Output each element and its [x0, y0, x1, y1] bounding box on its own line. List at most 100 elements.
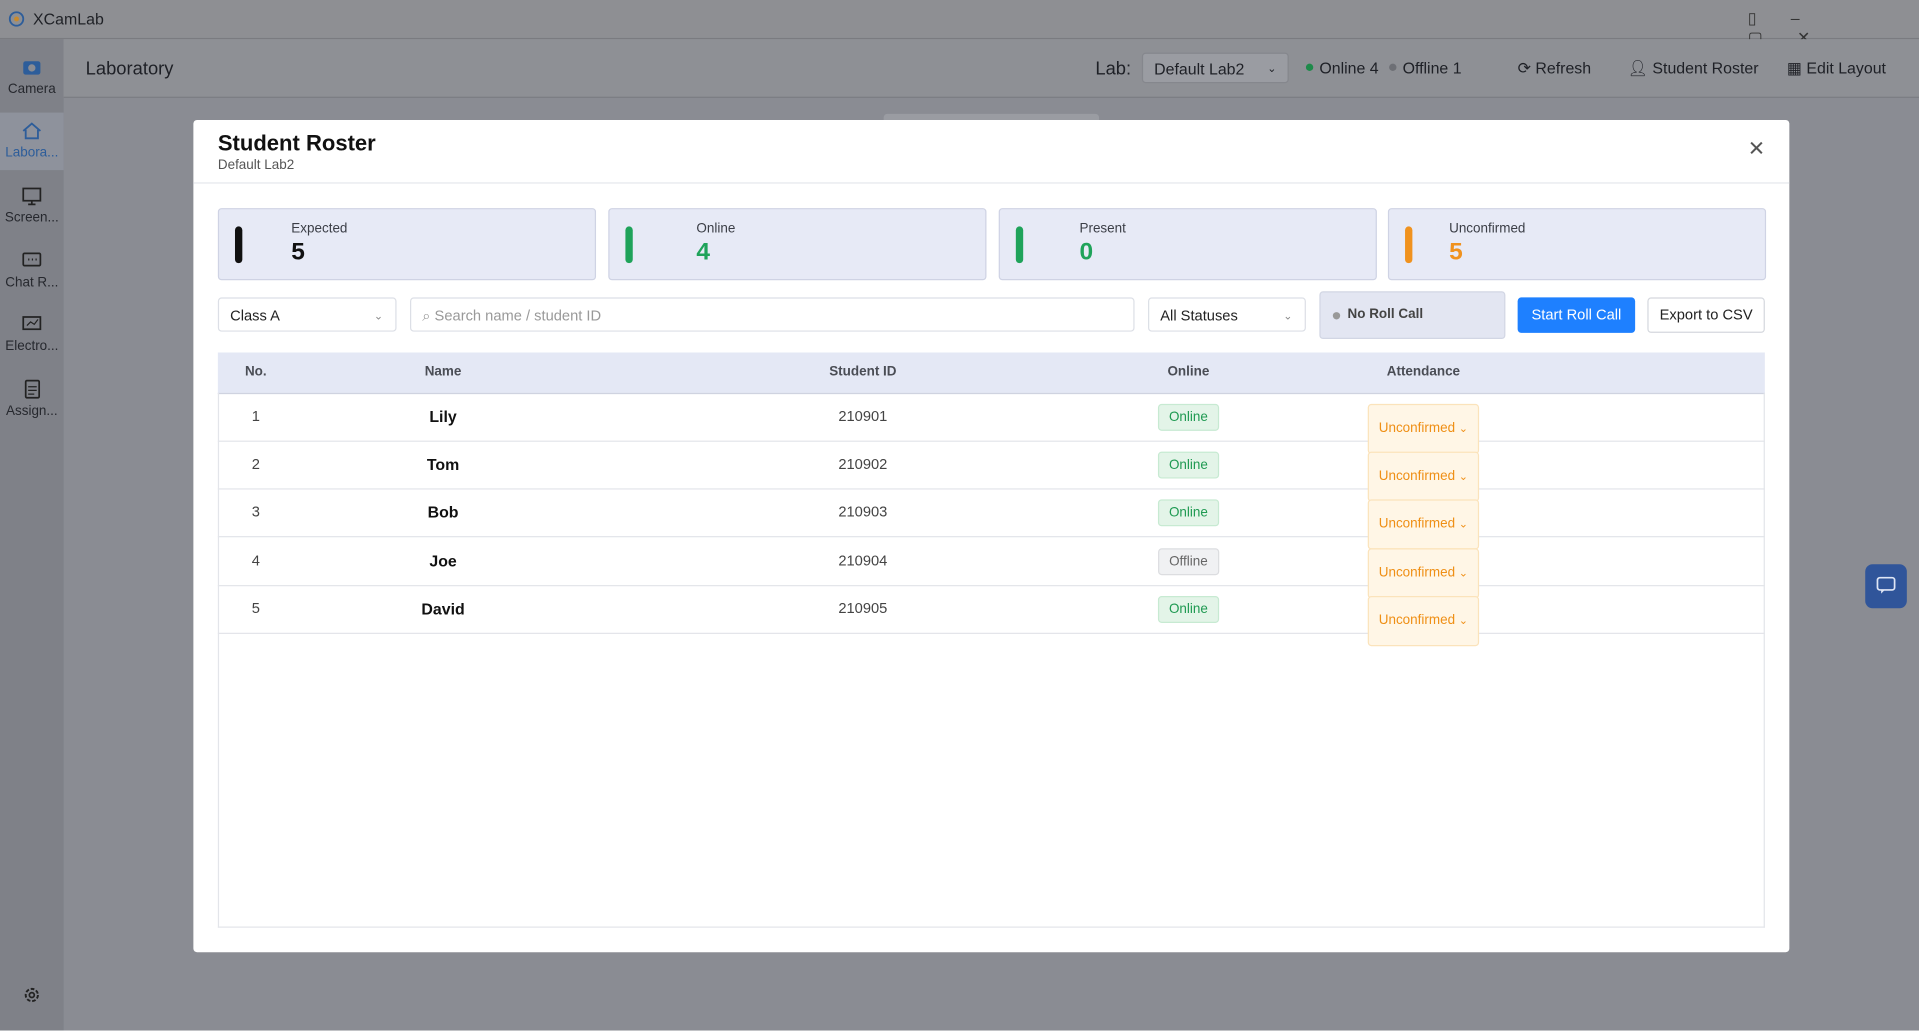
table-row: 1 Lily 210901 Online Unconfirmed ⌄ [217, 393, 1765, 455]
sidebar-item[interactable]: Labora... [0, 112, 64, 171]
sidebar-item[interactable]: Electro... [0, 313, 64, 354]
roster-label: Student Roster [1652, 58, 1759, 78]
sidebar-label: Screen... [4, 210, 59, 226]
student-name: David [421, 599, 465, 618]
online-status: Online [1157, 499, 1219, 527]
stat-value: 0 [1079, 238, 1094, 266]
search-placeholder: Search name / student ID [434, 307, 602, 325]
row-number: 5 [251, 599, 260, 617]
stat-value: 4 [696, 238, 711, 266]
stat-bar [234, 226, 243, 264]
sidebar-item[interactable]: Camera [0, 56, 64, 97]
roll-call-state: No Roll Call [1319, 291, 1506, 340]
start-roll-call-button[interactable]: Start Roll Call [1517, 297, 1636, 333]
row-number: 2 [251, 455, 260, 473]
student-name: Tom [426, 455, 460, 474]
lab-label: Lab: [1095, 58, 1132, 80]
sidebar-icon [24, 379, 41, 399]
search-input[interactable]: ⌕ Search name / student ID [410, 297, 1135, 332]
refresh-label: Refresh [1535, 58, 1592, 78]
stat-card: Present 0 [998, 208, 1377, 281]
student-name: Lily [429, 407, 457, 426]
stat-bar [625, 226, 633, 264]
student-id: 210905 [838, 599, 888, 617]
page-title: Laboratory [85, 58, 174, 80]
online-status: Online [1157, 595, 1219, 623]
sidebar-label: Assign... [6, 403, 58, 418]
lab-select[interactable]: Default Lab2 ⌄ [1141, 52, 1289, 84]
background-tab [883, 113, 1100, 120]
close-button[interactable]: ✕ [1747, 137, 1766, 161]
sidebar-item[interactable]: Chat R... [0, 249, 64, 289]
stat-label: Online [696, 221, 736, 237]
row-number: 4 [251, 551, 260, 569]
sidebar-label: Camera [7, 82, 56, 97]
export-button[interactable]: Export to CSV [1647, 297, 1765, 333]
modal-subtitle: Default Lab2 [217, 157, 295, 173]
sidebar: Camera Labora... Screen... Chat R... Electro… [0, 39, 64, 1031]
column-header: Name [424, 364, 462, 380]
roll-call-label: No Roll Call [1347, 307, 1424, 322]
status-value: All Statuses [1160, 307, 1238, 325]
column-header: No. [244, 364, 267, 380]
row-number: 3 [251, 503, 260, 521]
table-row: 4 Joe 210904 Offline Unconfirmed ⌄ [217, 537, 1765, 598]
attendance-select[interactable]: Unconfirmed ⌄ [1367, 595, 1480, 646]
sidebar-item[interactable]: Screen... [0, 185, 64, 225]
sidebar-icon [23, 61, 41, 75]
online-count: Online 4 [1319, 58, 1379, 78]
settings-icon[interactable] [22, 985, 42, 1005]
stat-bar [1405, 226, 1413, 264]
class-select[interactable]: Class A ⌄ [217, 297, 397, 332]
column-header: Student ID [829, 364, 897, 380]
student-id: 210902 [838, 455, 888, 473]
table-row: 2 Tom 210902 Online Unconfirmed ⌄ [217, 441, 1765, 503]
offline-dot [1389, 63, 1397, 71]
attendance-select[interactable]: Unconfirmed ⌄ [1367, 451, 1480, 503]
title-bar: XCamLab ▯–▢✕ [0, 0, 1919, 47]
student-name: Joe [429, 551, 457, 570]
sidebar-label: Chat R... [5, 274, 59, 290]
sidebar-icon [22, 122, 41, 140]
online-status: Online [1157, 451, 1219, 479]
stat-card: Unconfirmed 5 [1387, 208, 1767, 281]
student-name: Bob [427, 503, 459, 522]
lab-value: Default Lab2 [1154, 59, 1245, 79]
online-dot [1305, 63, 1314, 71]
app-icon [8, 11, 25, 27]
student-id: 210903 [838, 503, 888, 521]
column-header: Attendance [1386, 364, 1461, 380]
table-row: 3 Bob 210903 Online Unconfirmed ⌄ [217, 489, 1765, 551]
online-status: Online [1157, 403, 1219, 431]
stat-label: Expected [291, 221, 348, 237]
class-value: Class A [230, 307, 280, 325]
sidebar-icon [22, 251, 42, 266]
roster-button[interactable]: 👤︎ Student Roster [1627, 58, 1759, 78]
sidebar-icon [22, 187, 42, 206]
student-id: 210901 [838, 407, 888, 425]
status-select[interactable]: All Statuses ⌄ [1148, 297, 1306, 332]
refresh-button[interactable]: ⟳ Refresh [1517, 58, 1592, 78]
chat-float-button[interactable] [1865, 564, 1907, 609]
attendance-select[interactable]: Unconfirmed ⌄ [1367, 547, 1480, 598]
stat-card: Expected 5 [217, 208, 597, 281]
sidebar-label: Labora... [5, 145, 59, 161]
header: Laboratory Lab: Default Lab2 ⌄ Online 4 O… [63, 39, 1919, 98]
table-header: No. Name Student ID Online Attendance [217, 352, 1765, 395]
edit-layout-button[interactable]: ▦ Edit Layout [1786, 58, 1886, 78]
column-header: Online [1167, 364, 1210, 380]
attendance-select[interactable]: Unconfirmed ⌄ [1367, 403, 1480, 455]
row-number: 1 [251, 407, 260, 425]
sidebar-item[interactable]: Assign... [0, 378, 64, 418]
table-row: 5 David 210905 Online Unconfirmed ⌄ [217, 585, 1765, 646]
online-status: Offline [1158, 547, 1219, 575]
divider [193, 182, 1790, 184]
stat-label: Unconfirmed [1449, 221, 1526, 237]
edit-layout-label: Edit Layout [1806, 58, 1886, 78]
app-title: XCamLab [33, 9, 104, 29]
attendance-select[interactable]: Unconfirmed ⌄ [1367, 499, 1480, 551]
sidebar-label: Electro... [5, 339, 59, 354]
student-id: 210904 [838, 551, 888, 569]
